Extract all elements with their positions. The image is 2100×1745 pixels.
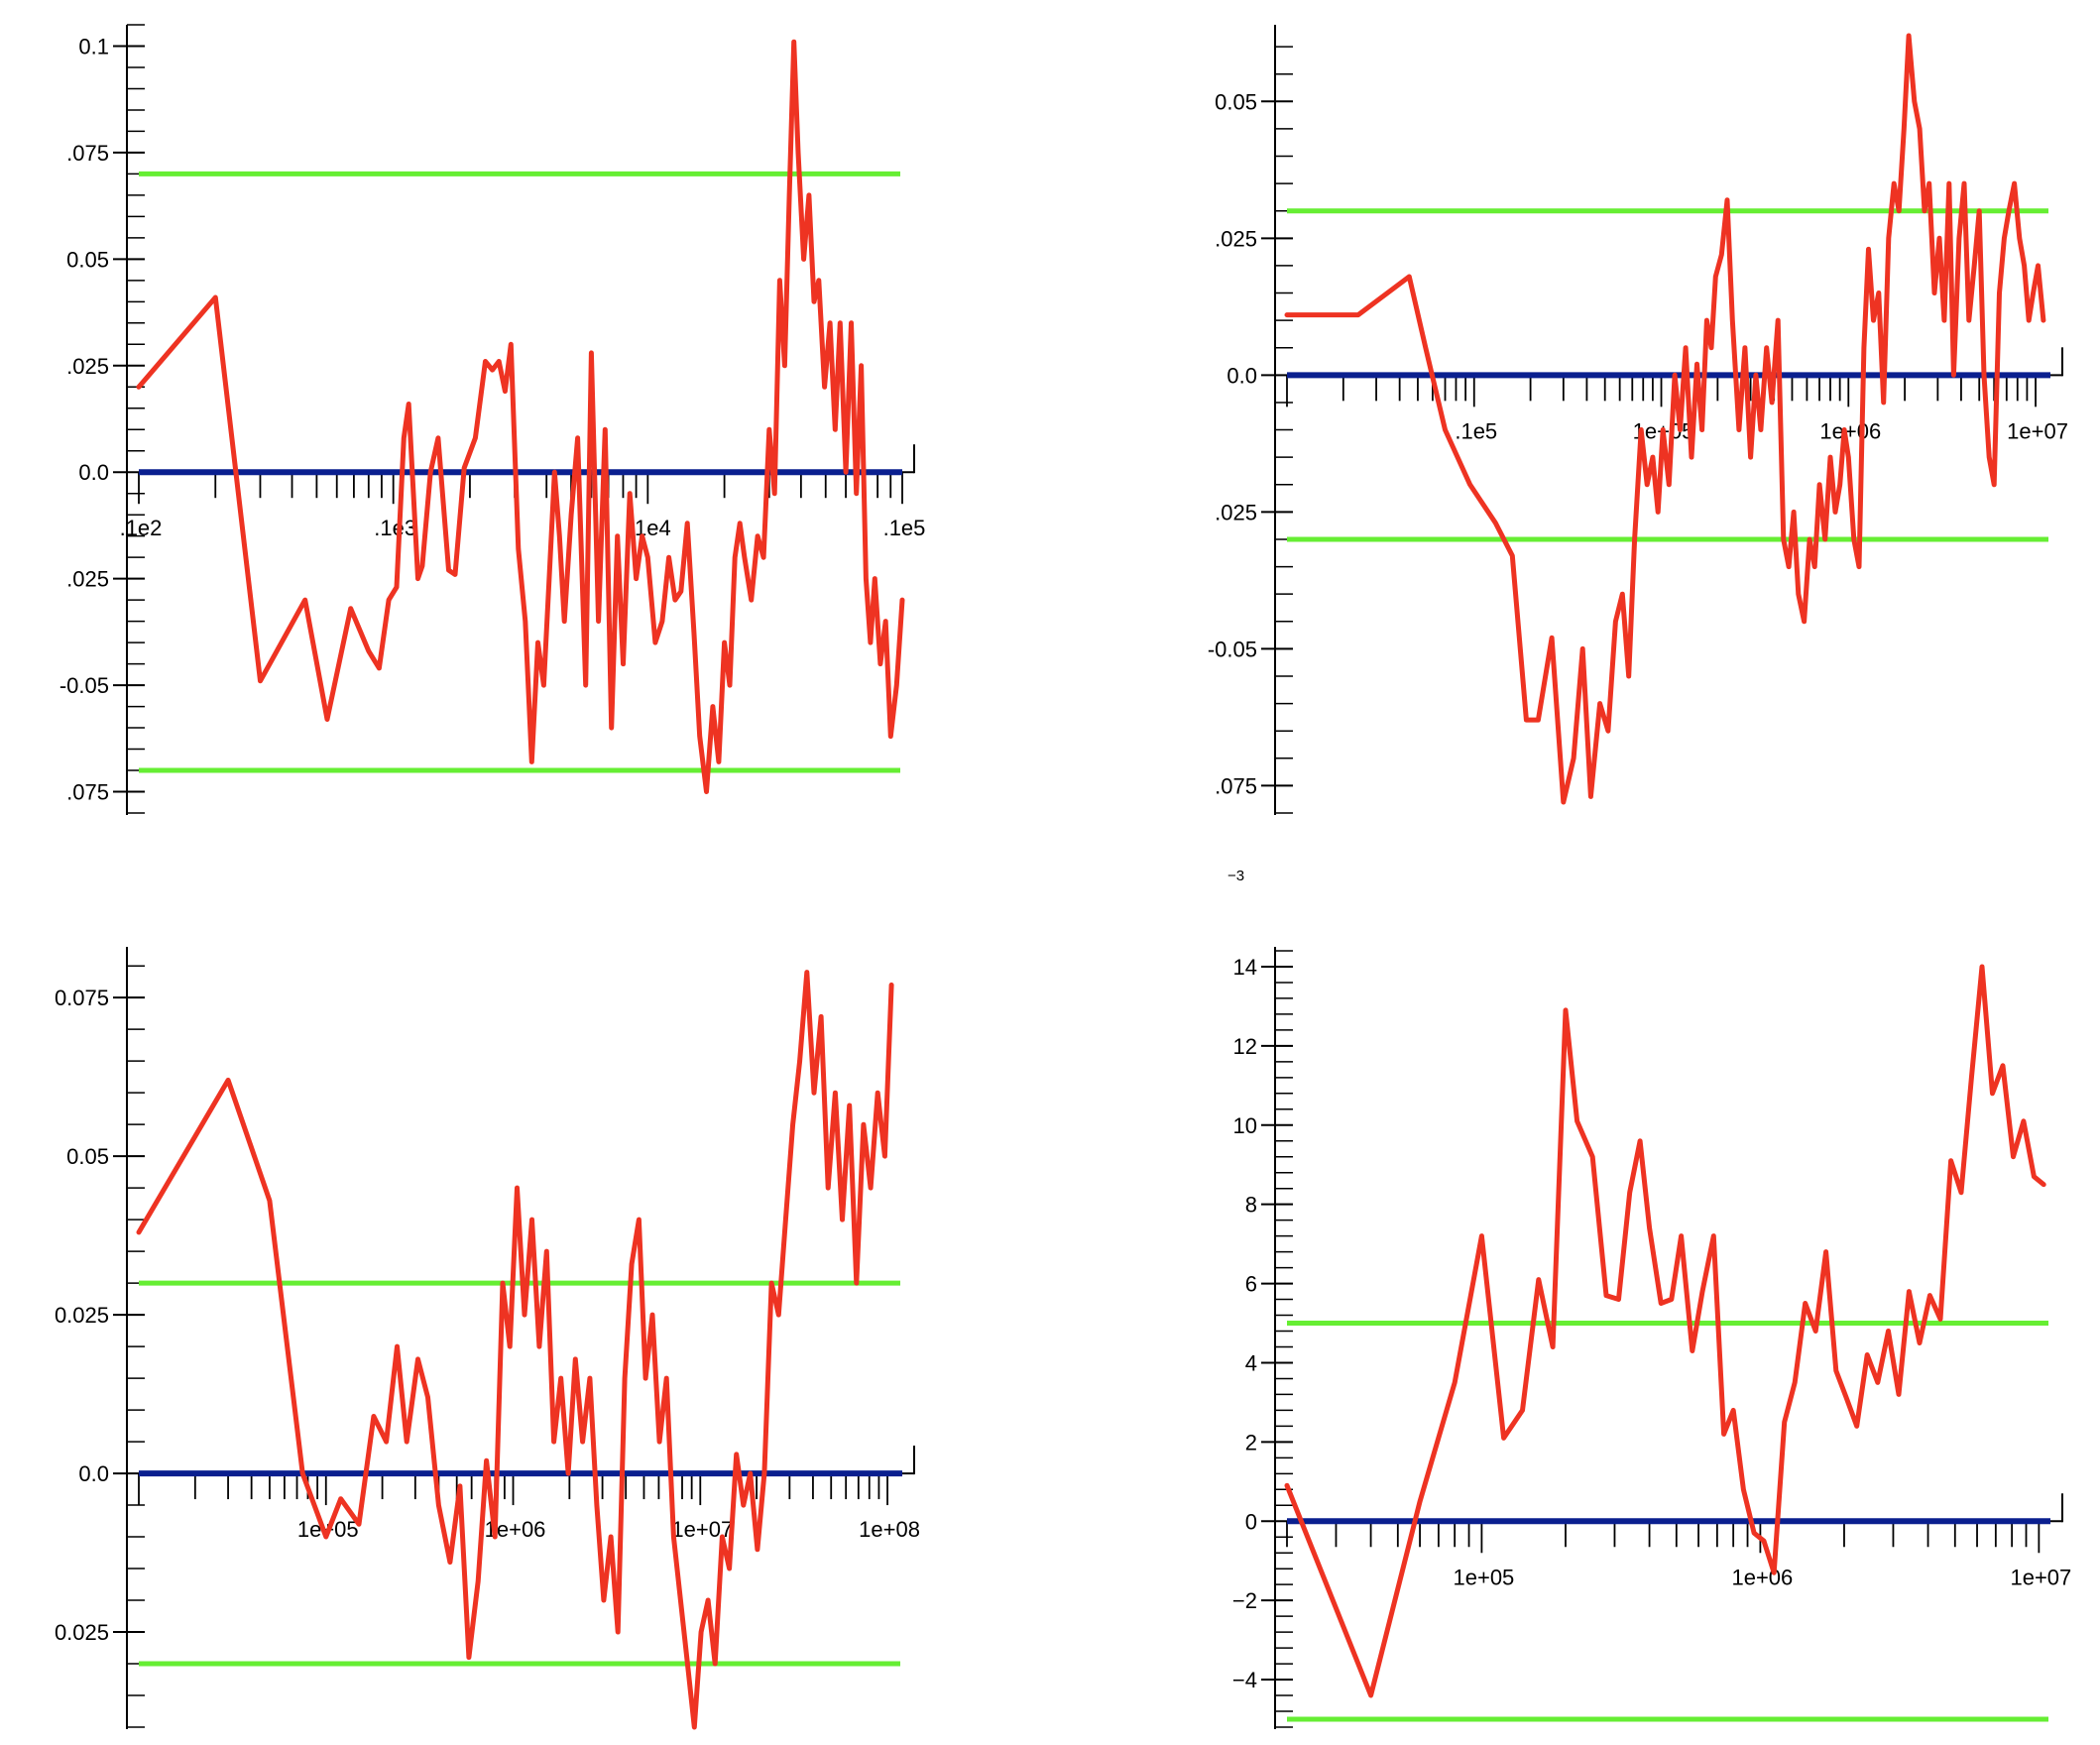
- x-tick-label: .1e2: [120, 516, 163, 540]
- axis-offset-label: −3: [1227, 868, 1244, 884]
- x-tick-label: 1e+06: [1819, 418, 1881, 443]
- y-tick-label: 0.025: [55, 1303, 109, 1328]
- y-tick-label: 14: [1233, 955, 1257, 980]
- y-tick-label: 0.075: [55, 986, 109, 1010]
- y-tick-label: 12: [1233, 1034, 1257, 1059]
- y-tick-label: 0.05: [66, 247, 109, 272]
- y-tick-label: .075: [66, 780, 109, 805]
- x-tick-label: .1e5: [1455, 418, 1497, 443]
- x-tick-label: 1e+06: [1731, 1565, 1793, 1589]
- y-tick-label: 2: [1245, 1430, 1257, 1454]
- series-line: [136, 39, 905, 794]
- y-tick-label: 0: [1245, 1509, 1257, 1534]
- series-line: [136, 970, 894, 1730]
- y-tick-label: .025: [1215, 226, 1257, 251]
- y-tick-label: 0.025: [55, 1620, 109, 1645]
- y-tick-label: 0.0: [78, 1461, 109, 1486]
- y-tick-label: 0.05: [1215, 89, 1257, 114]
- y-tick-label: −2: [1232, 1588, 1257, 1613]
- y-tick-label: .075: [1215, 773, 1257, 798]
- y-tick-label: .025: [1215, 500, 1257, 524]
- y-tick-label: 6: [1245, 1272, 1257, 1297]
- x-tick-label: 1e+08: [859, 1517, 920, 1542]
- y-tick-label: 0.1: [78, 34, 109, 58]
- y-tick-label: -0.05: [59, 673, 109, 698]
- x-tick-label: .1e4: [629, 516, 671, 540]
- y-tick-label: −4: [1232, 1668, 1257, 1692]
- y-tick-label: 8: [1245, 1193, 1257, 1218]
- x-tick-label: 1e+05: [1454, 1565, 1515, 1589]
- x-tick-label: 1e+07: [2007, 418, 2068, 443]
- y-tick-label: 0.05: [66, 1144, 109, 1169]
- chart-panel-top-left: .075 -0.05 .025 0.0 .025 0.05 .075 0.1 .1e2 .1e3.…: [59, 24, 926, 815]
- y-tick-label: 0.0: [1226, 363, 1257, 388]
- x-tick-label: .1e3: [374, 516, 416, 540]
- x-tick-label: 1e+07: [2010, 1565, 2071, 1589]
- y-tick-label: .025: [66, 354, 109, 379]
- x-tick-label: .1e5: [883, 516, 926, 540]
- series-line: [1284, 33, 2046, 805]
- y-tick-label: -0.05: [1208, 637, 1257, 661]
- chart-panel-bottom-right: −4 −2 0 2 4 6 8 10 12 14 1e+05 1e+06 1e+07: [1232, 947, 2071, 1729]
- y-tick-label: 0.0: [78, 460, 109, 485]
- y-tick-label: .025: [66, 567, 109, 592]
- series-line: [1284, 964, 2046, 1698]
- y-tick-label: .075: [66, 141, 109, 166]
- y-tick-label: 4: [1245, 1350, 1257, 1375]
- y-tick-label: 10: [1233, 1113, 1257, 1138]
